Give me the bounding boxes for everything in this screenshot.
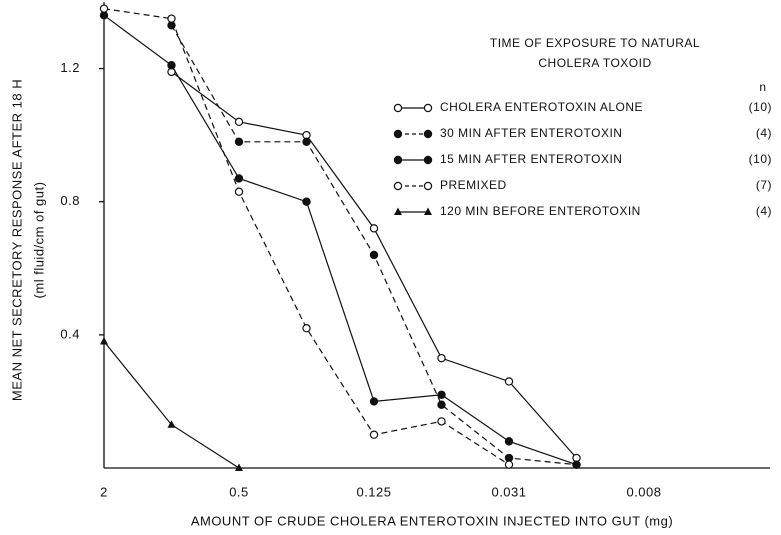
x-tick-label: 0.125	[356, 484, 391, 499]
marker	[437, 417, 446, 426]
y-tick-label: 1.2	[60, 60, 80, 75]
marker	[167, 420, 176, 428]
marker	[302, 324, 311, 333]
legend-n: (4)	[756, 126, 772, 140]
legend-label: CHOLERA ENTEROTOXIN ALONE	[440, 100, 643, 114]
legend-label: 15 MIN AFTER ENTEROTOXIN	[440, 152, 622, 166]
legend-n: (7)	[756, 178, 772, 192]
legend-n: (10)	[749, 152, 772, 166]
y-axis-label: (ml fluid/cm of gut)	[31, 182, 46, 299]
marker	[100, 337, 108, 345]
marker	[437, 400, 446, 409]
legend-title: TIME OF EXPOSURE TO NATURAL	[490, 36, 700, 50]
marker	[234, 174, 244, 183]
series-line	[103, 8, 510, 466]
series-line	[103, 341, 240, 469]
marker	[369, 224, 379, 233]
legend-n: (10)	[749, 100, 772, 114]
marker	[369, 430, 379, 439]
y-tick-label: 0.8	[60, 193, 80, 208]
legend-marker	[394, 207, 402, 215]
marker	[235, 463, 243, 471]
marker	[504, 460, 514, 469]
marker	[234, 117, 244, 127]
legend-label: PREMIXED	[440, 178, 507, 192]
marker	[369, 250, 379, 260]
legend-marker	[423, 103, 433, 113]
marker	[234, 137, 244, 146]
marker	[504, 377, 514, 386]
x-tick-label: 0.031	[491, 484, 526, 499]
legend-marker	[393, 155, 403, 165]
legend-n-header: n	[759, 80, 766, 94]
x-axis-label: AMOUNT OF CRUDE CHOLERA ENTEROTOXIN INJE…	[191, 513, 673, 528]
marker	[369, 397, 379, 406]
marker	[437, 353, 446, 363]
y-axis-label: MEAN NET SECRETORY RESPONSE AFTER 18 H	[9, 79, 24, 401]
legend-title: CHOLERA TOXOID	[538, 56, 651, 70]
marker	[167, 61, 176, 70]
legend-marker	[393, 181, 403, 191]
legend-marker	[423, 181, 433, 191]
legend-label: 120 MIN BEFORE ENTEROTOXIN	[440, 204, 641, 218]
marker	[437, 390, 446, 399]
marker	[99, 4, 109, 13]
x-tick-label: 0.5	[229, 484, 249, 499]
x-tick-label: 0.008	[626, 484, 661, 499]
marker	[167, 14, 176, 23]
legend-marker	[424, 207, 432, 215]
legend-marker	[393, 103, 403, 113]
marker	[302, 137, 311, 146]
legend-n: (4)	[756, 204, 772, 218]
legend-marker	[423, 129, 433, 139]
y-tick-label: 0.4	[60, 326, 80, 341]
marker	[302, 197, 311, 206]
legend-marker	[423, 155, 433, 165]
x-tick-label: 2	[100, 484, 108, 499]
marker	[572, 460, 581, 469]
series-line	[103, 14, 577, 466]
marker	[504, 437, 514, 446]
legend-label: 30 MIN AFTER ENTEROTOXIN	[440, 126, 622, 140]
marker	[234, 187, 244, 196]
legend-marker	[393, 129, 403, 139]
